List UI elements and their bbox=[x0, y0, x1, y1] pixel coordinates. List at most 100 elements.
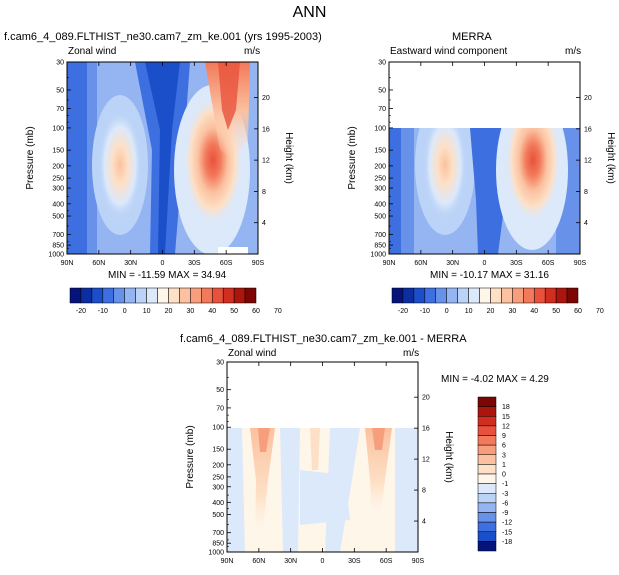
colorbar-swatch bbox=[91, 287, 104, 304]
ylabel-right: Height (km) bbox=[283, 132, 294, 184]
panel3-left-label: Zonal wind bbox=[228, 348, 277, 359]
colorbar-swatch bbox=[555, 287, 568, 304]
ytick-right-label: 12 bbox=[584, 158, 592, 165]
colorbar-swatch bbox=[457, 287, 469, 304]
colorbar-label: 70 bbox=[596, 308, 604, 315]
ytick-label: 300 bbox=[374, 186, 386, 193]
colorbar-swatch bbox=[477, 512, 497, 523]
colorbar-swatch bbox=[190, 287, 202, 304]
ytick-label: 300 bbox=[52, 186, 64, 193]
colorbar-label: 0 bbox=[502, 472, 506, 479]
ytick-label: 700 bbox=[374, 232, 386, 239]
xtick-label: 60N bbox=[252, 558, 265, 565]
xtick-label: 90S bbox=[574, 260, 587, 267]
colorbar-swatch bbox=[477, 416, 497, 427]
xtick-label: 30S bbox=[510, 260, 523, 267]
ytick-label: 250 bbox=[52, 176, 64, 183]
xtick-label: 90S bbox=[252, 260, 265, 267]
ylabel-right: Height (km) bbox=[605, 132, 616, 184]
ytick-right-label: 4 bbox=[422, 519, 426, 526]
colorbar-swatch bbox=[468, 287, 480, 304]
figure-title: ANN bbox=[292, 4, 327, 21]
colorbar-label: 50 bbox=[230, 308, 238, 315]
ytick-label: 1000 bbox=[48, 252, 64, 259]
colorbar-swatch bbox=[490, 287, 502, 304]
panel1-title: f.cam6_4_089.FLTHIST_ne30.cam7_zm_ke.001… bbox=[4, 31, 322, 43]
ytick-right-label: 8 bbox=[262, 189, 266, 196]
colorbar-label: 3 bbox=[502, 452, 506, 459]
colorbar-swatch bbox=[146, 287, 158, 304]
colorbar-swatch bbox=[477, 483, 497, 494]
colorbar-label: 30 bbox=[508, 308, 516, 315]
panel2-axes: 30 50 70 100 150 200 250 300 400 500 700 850 1000 20 1… bbox=[347, 60, 616, 268]
ytick-label: 150 bbox=[212, 447, 224, 454]
colorbar-swatch bbox=[402, 287, 415, 304]
xtick-label: 30N bbox=[284, 558, 297, 565]
xtick-label: 60S bbox=[220, 260, 233, 267]
colorbar-label: -9 bbox=[502, 510, 508, 517]
panel3-title: f.cam6_4_089.FLTHIST_ne30.cam7_zm_ke.001… bbox=[180, 333, 467, 345]
colorbar-swatch bbox=[69, 287, 82, 304]
colorbar-label: 6 bbox=[502, 443, 506, 450]
ytick-label: 1000 bbox=[370, 252, 386, 259]
colorbar-swatch bbox=[477, 406, 497, 417]
xtick-label: 90N bbox=[221, 558, 234, 565]
colorbar-swatch bbox=[446, 287, 458, 304]
colorbar-swatch bbox=[413, 287, 426, 304]
colorbar-swatch bbox=[477, 444, 497, 455]
colorbar-swatch bbox=[391, 287, 404, 304]
colorbar-swatch bbox=[533, 287, 546, 304]
colorbar-label: 30 bbox=[186, 308, 194, 315]
ytick-label: 250 bbox=[374, 176, 386, 183]
panel2-stats: MIN = -10.17 MAX = 31.16 bbox=[430, 270, 549, 281]
ylabel: Pressure (mb) bbox=[347, 126, 358, 189]
colorbar-label: 60 bbox=[574, 308, 582, 315]
colorbar-swatch bbox=[501, 287, 513, 304]
colorbar-swatch bbox=[124, 287, 136, 304]
colorbar-swatch bbox=[80, 287, 93, 304]
ytick-right-label: 20 bbox=[584, 95, 592, 102]
ytick-label: 50 bbox=[56, 87, 64, 94]
colorbar-swatch bbox=[477, 425, 497, 436]
panel1-axes: 30 50 70 100 150 200 250 300 400 500 700 850 1000 20 1… bbox=[25, 60, 294, 268]
xtick-label: 90S bbox=[412, 558, 425, 565]
ytick-label: 850 bbox=[374, 243, 386, 250]
ytick-label: 50 bbox=[216, 387, 224, 394]
colorbar-swatch bbox=[477, 502, 497, 513]
colorbar-label: 50 bbox=[552, 308, 560, 315]
ytick-label: 100 bbox=[52, 125, 64, 132]
ytick-right-label: 20 bbox=[262, 95, 270, 102]
panel1-left-label: Zonal wind bbox=[68, 46, 117, 57]
ytick-right-label: 4 bbox=[584, 220, 588, 227]
panel2-units: m/s bbox=[565, 46, 582, 57]
xtick-label: 0 bbox=[161, 260, 165, 267]
colorbar-swatch bbox=[477, 396, 497, 407]
colorbar-swatch bbox=[424, 287, 437, 304]
colorbar-label: 9 bbox=[502, 433, 506, 440]
colorbar-label: 0 bbox=[123, 308, 127, 315]
xtick-label: 30N bbox=[124, 260, 137, 267]
colorbar-swatch bbox=[201, 287, 213, 304]
colorbar-swatch bbox=[233, 287, 246, 304]
colorbar-swatch bbox=[477, 435, 497, 446]
colorbar-swatch bbox=[102, 287, 115, 304]
ytick-label: 400 bbox=[52, 201, 64, 208]
ytick-label: 200 bbox=[374, 163, 386, 170]
ytick-right-label: 16 bbox=[262, 126, 270, 133]
colorbar-label: 20 bbox=[487, 308, 495, 315]
colorbar-swatch bbox=[157, 287, 169, 304]
colorbar-swatch bbox=[479, 287, 491, 304]
colorbar-label: 70 bbox=[274, 308, 282, 315]
ytick-label: 500 bbox=[374, 214, 386, 221]
colorbar-panel1: -20 -10 0 10 20 30 40 50 60 70 bbox=[69, 287, 282, 315]
ytick-right-label: 4 bbox=[262, 220, 266, 227]
ylabel: Pressure (mb) bbox=[25, 126, 36, 189]
ytick-label: 100 bbox=[212, 425, 224, 432]
colorbar-panel2: -20 -10 0 10 20 30 40 50 60 70 bbox=[391, 287, 604, 315]
colorbar-label: 12 bbox=[502, 423, 510, 430]
colorbar-swatch bbox=[222, 287, 235, 304]
panel3-units: m/s bbox=[403, 348, 420, 359]
colorbar-label: 1 bbox=[502, 462, 506, 469]
ytick-right-label: 20 bbox=[422, 395, 430, 402]
panel3-axes: 30 50 70 100 150 200 250 300 400 500 700 850 1000 20 1… bbox=[185, 360, 454, 566]
